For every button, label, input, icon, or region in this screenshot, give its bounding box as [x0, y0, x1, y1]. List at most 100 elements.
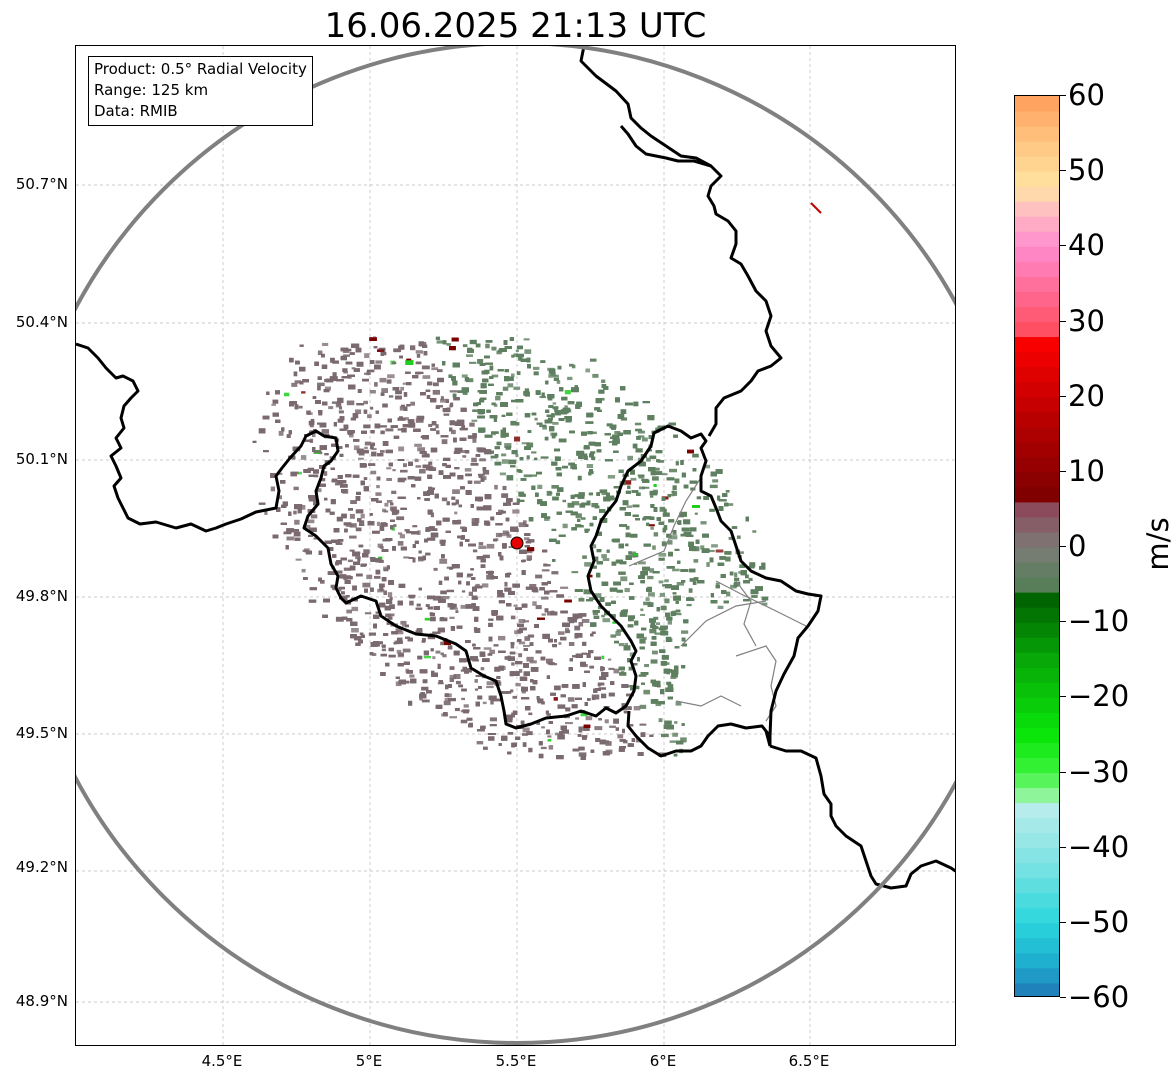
colorbar-band [1015, 486, 1059, 503]
colorbar-band [1015, 847, 1059, 864]
colorbar-tick-mark [1060, 321, 1066, 322]
colorbar-band [1015, 231, 1059, 247]
colorbar-band [1015, 892, 1059, 909]
colorbar-band [1015, 366, 1059, 383]
colorbar-unit-label: m/s [1141, 517, 1171, 571]
colorbar-tick-mark [1060, 471, 1066, 472]
lon-tick-label: 6.5°E [788, 1052, 830, 1070]
colorbar-band [1015, 321, 1059, 338]
colorbar-band [1015, 547, 1059, 563]
colorbar-tick-label: 40 [1068, 228, 1105, 262]
colorbar-band [1015, 351, 1059, 368]
colorbar-band [1015, 817, 1059, 834]
lon-tick-label: 5°E [355, 1052, 383, 1070]
lon-tick-label: 5.5°E [495, 1052, 537, 1070]
colorbar-band [1015, 96, 1059, 112]
colorbar-tick-mark [1060, 922, 1066, 923]
colorbar-band [1015, 637, 1059, 653]
colorbar-band [1015, 261, 1059, 277]
colorbar-tick-label: 60 [1068, 78, 1105, 112]
colorbar-tick-label: −30 [1068, 755, 1130, 789]
colorbar-tick-mark [1060, 621, 1066, 622]
lat-tick-label: 49.5°N [15, 724, 68, 742]
radar-site-marker[interactable] [510, 536, 524, 550]
colorbar-band [1015, 772, 1059, 789]
colorbar-band [1015, 336, 1059, 353]
lat-tick-label: 49.8°N [15, 587, 68, 605]
lat-tick-label: 48.9°N [15, 992, 68, 1010]
radar-map-canvas [76, 46, 955, 1045]
colorbar-band [1015, 862, 1059, 879]
velocity-echoes-isolated [810, 202, 822, 214]
info-box: Product: 0.5° Radial Velocity Range: 125… [88, 56, 313, 126]
colorbar-band [1015, 742, 1059, 758]
colorbar-band [1015, 456, 1059, 473]
lat-tick-label: 50.1°N [15, 450, 68, 468]
lon-tick-label: 4.5°E [201, 1052, 243, 1070]
colorbar-tick-mark [1060, 696, 1066, 697]
colorbar-gradient [1015, 96, 1059, 996]
colorbar-band [1015, 306, 1059, 322]
colorbar-band [1015, 712, 1059, 728]
colorbar-band [1015, 156, 1059, 172]
colorbar-band [1015, 216, 1059, 232]
colorbar-band [1015, 727, 1059, 743]
colorbar-band [1015, 802, 1059, 819]
colorbar-band [1015, 787, 1059, 804]
colorbar-tick-label: −60 [1068, 980, 1130, 1014]
colorbar-tick-label: 30 [1068, 304, 1105, 338]
colorbar-band [1015, 607, 1059, 623]
info-range: Range: 125 km [94, 81, 209, 99]
colorbar-band [1015, 171, 1059, 187]
colorbar-tick-mark [1060, 170, 1066, 171]
colorbar-band [1015, 622, 1059, 638]
colorbar-tick-mark [1060, 847, 1066, 848]
colorbar-band [1015, 276, 1059, 292]
colorbar-band [1015, 381, 1059, 398]
colorbar-band [1015, 922, 1059, 939]
radar-map[interactable] [75, 45, 956, 1046]
colorbar-band [1015, 967, 1059, 984]
colorbar-band [1015, 291, 1059, 307]
colorbar-tick-label: −20 [1068, 679, 1130, 713]
regional-borders [628, 475, 807, 722]
colorbar-band [1015, 937, 1059, 954]
colorbar-band [1015, 516, 1059, 533]
colorbar-band [1015, 562, 1059, 578]
colorbar-band [1015, 877, 1059, 894]
colorbar-tick-mark [1060, 396, 1066, 397]
country-borders [76, 46, 955, 890]
colorbar-tick-label: 0 [1068, 529, 1087, 563]
colorbar-tick-mark [1060, 245, 1066, 246]
colorbar-band [1015, 907, 1059, 924]
colorbar-band [1015, 126, 1059, 142]
colorbar-band [1015, 652, 1059, 668]
colorbar-band [1015, 757, 1059, 773]
colorbar-tick-label: 10 [1068, 454, 1105, 488]
colorbar-band [1015, 441, 1059, 458]
colorbar-tick-label: −50 [1068, 905, 1130, 939]
colorbar-band [1015, 667, 1059, 683]
colorbar-band [1015, 141, 1059, 157]
colorbar-band [1015, 471, 1059, 488]
colorbar-band [1015, 201, 1059, 217]
colorbar-band [1015, 682, 1059, 698]
map-title: 16.06.2025 21:13 UTC [324, 6, 707, 46]
colorbar [1014, 95, 1060, 997]
velocity-echoes [252, 336, 769, 760]
colorbar-band [1015, 111, 1059, 127]
colorbar-tick-label: 20 [1068, 379, 1105, 413]
lat-tick-label: 50.4°N [15, 313, 68, 331]
range-ring [76, 46, 955, 1045]
colorbar-band [1015, 697, 1059, 713]
colorbar-tick-label: 50 [1068, 153, 1105, 187]
colorbar-tick-mark [1060, 546, 1066, 547]
colorbar-tick-mark [1060, 772, 1066, 773]
colorbar-band [1015, 426, 1059, 443]
lat-tick-label: 50.7°N [15, 175, 68, 193]
colorbar-band [1015, 982, 1059, 996]
lat-tick-label: 49.2°N [15, 858, 68, 876]
colorbar-band [1015, 592, 1059, 608]
colorbar-band [1015, 246, 1059, 262]
info-product: Product: 0.5° Radial Velocity [94, 60, 307, 78]
